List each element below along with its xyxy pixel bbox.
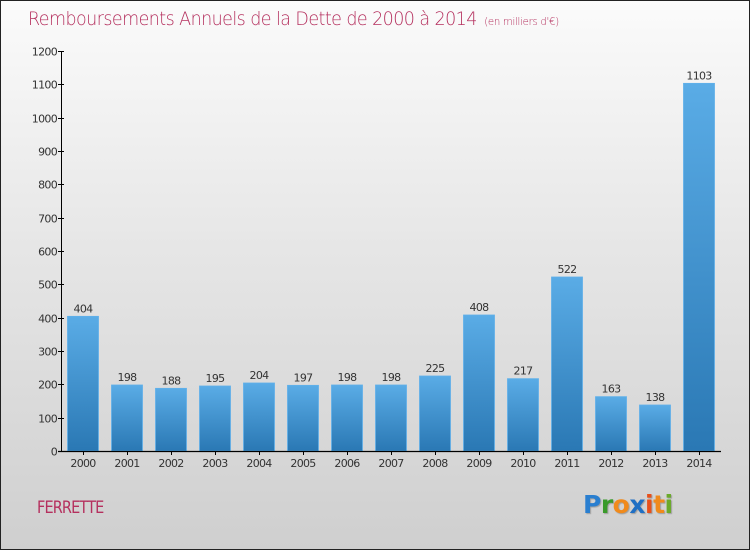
bar-2013 <box>639 404 671 452</box>
data-label-2008: 225 <box>426 362 446 375</box>
data-label-2000: 404 <box>74 302 94 315</box>
bar-2010 <box>507 378 539 452</box>
title-text: Remboursements Annuels de la Dette de 20… <box>28 8 477 30</box>
x-tick-label: 2008 <box>422 457 448 470</box>
y-tick-label: 900 <box>38 146 58 159</box>
data-label-2005: 197 <box>294 371 314 384</box>
x-tick-label: 2005 <box>290 457 316 470</box>
data-label-2013: 138 <box>646 391 666 404</box>
y-tick-label: 1000 <box>32 113 58 126</box>
y-tick-label: 400 <box>38 313 58 326</box>
y-tick-label: 0 <box>51 446 58 459</box>
x-tick-label: 2007 <box>378 457 404 470</box>
data-label-2004: 204 <box>250 369 270 382</box>
x-tick-label: 2002 <box>158 457 183 470</box>
x-tick-label: 2006 <box>334 457 360 470</box>
y-tick-label: 1100 <box>32 79 58 92</box>
bar-2012 <box>595 396 627 452</box>
x-tick-label: 2010 <box>510 457 536 470</box>
bar-2011 <box>551 276 583 452</box>
bar-2000 <box>67 315 99 452</box>
data-label-2006: 198 <box>338 371 358 384</box>
y-tick-label: 700 <box>38 213 58 226</box>
x-tick-label: 2012 <box>598 457 623 470</box>
bar-2002 <box>155 387 187 452</box>
x-tick-label: 2000 <box>70 457 96 470</box>
data-label-2014: 1103 <box>686 69 712 82</box>
x-tick-label: 2004 <box>246 457 272 470</box>
data-label-2007: 198 <box>382 371 402 384</box>
y-tick-label: 500 <box>38 279 58 292</box>
bars: 404 198 188 195 204 197 198 198 225 408 217 522 163 1… <box>67 69 715 452</box>
bar-2014 <box>683 82 715 452</box>
y-tick-label: 100 <box>38 413 58 426</box>
data-label-2010: 217 <box>514 365 534 378</box>
proxiti-logo[interactable]: Proxiti <box>583 490 673 519</box>
x-tick-label: 2003 <box>202 457 228 470</box>
y-tick-label: 300 <box>38 346 58 359</box>
bar-2006 <box>331 384 363 452</box>
commune-name: FERRETTE <box>37 498 104 518</box>
chart-title: Remboursements Annuels de la Dette de 20… <box>28 8 559 30</box>
x-tick-label: 2001 <box>114 457 139 470</box>
bar-2004 <box>243 382 275 452</box>
bar-2009 <box>463 314 495 452</box>
bar-2007 <box>375 384 407 452</box>
bar-2005 <box>287 384 319 452</box>
bar-2001 <box>111 384 143 452</box>
x-tick-label: 2013 <box>642 457 668 470</box>
x-tick-label: 2011 <box>554 457 579 470</box>
logo-letter: o <box>612 490 630 519</box>
y-tick-label: 800 <box>38 179 58 192</box>
data-label-2011: 522 <box>558 263 577 276</box>
data-label-2002: 188 <box>162 374 182 387</box>
bar-2008 <box>419 375 451 452</box>
data-label-2003: 195 <box>206 372 226 385</box>
bar-2003 <box>199 385 231 452</box>
y-axis: 0 100 200 300 400 500 600 700 800 900 1000 1100 1200 <box>32 46 64 459</box>
x-axis: 2000 2001 2002 2003 2004 2005 2006 2007 2008 2009… <box>58 450 721 470</box>
data-label-2012: 163 <box>602 383 622 396</box>
logo-letter: i <box>664 490 674 519</box>
y-tick-label: 600 <box>38 246 58 259</box>
x-tick-label: 2014 <box>686 457 712 470</box>
logo-letter: i <box>645 490 654 519</box>
data-label-2001: 198 <box>118 371 138 384</box>
logo-letter: t <box>653 490 665 519</box>
y-tick-label: 1200 <box>32 46 58 59</box>
y-tick-label: 200 <box>38 379 58 392</box>
data-label-2009: 408 <box>470 301 490 314</box>
x-tick-label: 2009 <box>466 457 492 470</box>
logo-letter: r <box>600 490 613 519</box>
chart-subtitle: (en milliers d'€) <box>484 15 559 28</box>
logo-letter: x <box>629 490 645 519</box>
logo-letter: P <box>583 490 601 519</box>
